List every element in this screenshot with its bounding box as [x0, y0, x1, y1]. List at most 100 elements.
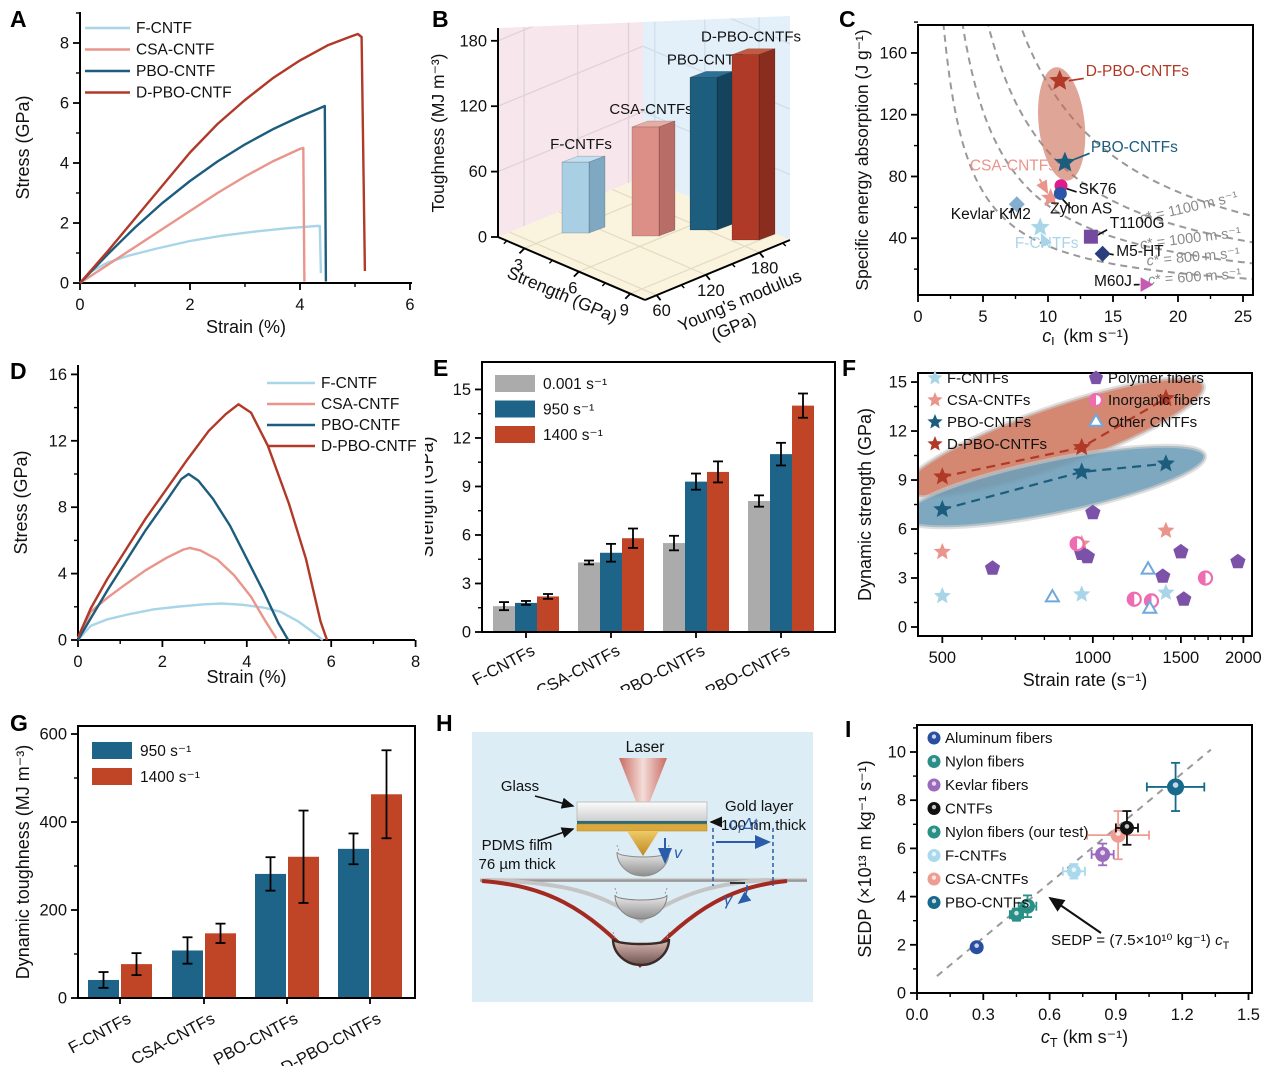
x-tick-label: 1.2	[1171, 1006, 1194, 1024]
z-tick-label: 0	[478, 229, 487, 247]
panel-letter-a: A	[10, 6, 27, 32]
x-tick-label: 4	[242, 653, 251, 671]
trend-ellipse	[918, 443, 1208, 530]
legend-label: 950 s⁻¹	[140, 743, 191, 760]
y-tick-label: 6	[898, 521, 907, 539]
bar-label: PBO-CNTFs	[667, 51, 751, 68]
y-tick-label: 4	[60, 155, 69, 173]
leader-line	[1061, 198, 1072, 209]
y-tick-label: 6	[60, 95, 69, 113]
x-tick-label: 0.0	[906, 1006, 929, 1024]
point-label: M60J	[1094, 273, 1132, 290]
curve-D-PBO-CNTF	[76, 403, 329, 641]
ablation-cone	[627, 831, 659, 856]
y-tick-label: 120	[879, 106, 907, 124]
x-tick-label: 4	[295, 296, 304, 314]
curve-PBO-CNTF	[79, 104, 328, 284]
curve-CSA-CNTF	[79, 146, 306, 285]
y-tick-label: 10	[888, 744, 906, 762]
bar-CSA-CNTFs	[578, 562, 600, 632]
modulus-tick-label: 60	[652, 302, 670, 320]
bar-PBO-CNTFs	[255, 873, 286, 998]
y-tick-label: 160	[879, 44, 907, 62]
y-axis-label: SEDP (×10¹³ m kg⁻¹ s⁻¹)	[855, 760, 875, 957]
y-tick-label: 9	[462, 478, 471, 496]
panel-f: 500 1000 1500 2000 0 3 6 9 12 15 Strain rate (s⁻¹)…	[838, 345, 1270, 690]
point-label: SK76	[1079, 181, 1117, 198]
panel-i: 0.0 0.3 0.6 0.9 1.2 1.5 0 2 4 6 8 10 cT (km s⁻¹) SEDP…	[838, 690, 1270, 1066]
z-tick-label: 180	[459, 32, 487, 50]
legend-label: PBO-CNTFs	[947, 414, 1031, 431]
point-label: Zylon AS	[1050, 201, 1112, 218]
panel-f-canvas: 500 1000 1500 2000 0 3 6 9 12 15 Strain rate (s⁻¹)…	[855, 370, 1262, 690]
bar3d-side	[588, 155, 606, 234]
star-marker	[1049, 69, 1071, 90]
bar-F-CNTFs	[88, 979, 119, 998]
leader-line	[1096, 229, 1108, 237]
x-axis-label: Strain (%)	[206, 317, 286, 337]
bar3d-front	[689, 77, 718, 231]
panel-h: Laser Glass Gold layer 100 nm thick PDMS fil…	[425, 690, 840, 1066]
star-marker	[933, 587, 951, 604]
legend-label: CSA-CNTFs	[945, 871, 1028, 888]
bar-F-CNTFs	[515, 602, 537, 632]
x-tick-label: 8	[411, 653, 420, 671]
point-label: D-PBO-CNTFs	[1086, 63, 1190, 80]
leader-line	[1068, 77, 1084, 82]
bar-D-PBO-CNTFs	[338, 848, 369, 998]
x-tick-label: 500	[929, 649, 957, 667]
panel-b: 0 60 120 180 3 6 9 60 120 180 Toughness (MJ m⁻³) St…	[420, 0, 845, 345]
y-tick-label: 600	[39, 726, 67, 744]
y-tick-label: 0	[58, 632, 67, 650]
pentagon-marker	[1176, 591, 1192, 606]
legend-label: CSA-CNTFs	[947, 392, 1030, 409]
legend-label: PBO-CNTF	[321, 417, 400, 434]
z-tick-label: 60	[469, 163, 487, 181]
legend-label: Inorganic fibers	[1108, 392, 1211, 409]
legend-label: F-CNTFs	[945, 848, 1007, 865]
y-tick-label: 0	[462, 624, 471, 642]
y-axis-label: Stress (GPa)	[13, 95, 33, 199]
bar-label: CSA-CNTFs	[609, 101, 692, 118]
legend-label: 1400 s⁻¹	[140, 769, 200, 786]
bar-CSA-CNTFs	[600, 552, 622, 632]
contour-curve	[942, 25, 1253, 281]
z-axis-label: Toughness (MJ m⁻³)	[428, 54, 448, 213]
circle-marker	[1053, 186, 1067, 200]
panel-letter-b: B	[432, 6, 449, 32]
gold-label: 100 nm thick	[721, 817, 807, 834]
panel-h-canvas: Laser Glass Gold layer 100 nm thick PDMS fil…	[472, 732, 813, 1002]
y-tick-label: 15	[889, 374, 907, 392]
point-label: M5-HT	[1116, 243, 1164, 260]
x-tick-label: 5	[978, 308, 987, 326]
ct-dt-label: cTΔt	[728, 816, 758, 836]
star-marker	[1054, 151, 1076, 172]
pdms-label: 76 µm thick	[479, 856, 556, 873]
y-tick-label: 80	[889, 168, 907, 186]
y-tick-label: 8	[897, 792, 906, 810]
star-marker	[1156, 388, 1175, 407]
point-label: T1100G	[1110, 215, 1165, 232]
velocity-label: v	[674, 845, 683, 862]
category-label: F-CNTFs	[470, 642, 538, 690]
y-tick-label: 15	[453, 381, 471, 399]
panel-letter-f: F	[842, 355, 857, 381]
bar-PBO-CNTFs	[663, 543, 685, 632]
leader-line	[1071, 152, 1090, 162]
tri-marker	[1087, 412, 1105, 427]
panel-letter-e: E	[433, 355, 449, 381]
legend-label: D-PBO-CNTFs	[947, 436, 1047, 453]
contour-curve	[961, 25, 1253, 265]
bar-CSA-CNTFs	[205, 933, 236, 998]
y-tick-label: 4	[58, 565, 67, 583]
bar-PBO-CNTFs	[685, 481, 707, 632]
star-marker	[1041, 188, 1061, 207]
legend-label: 1400 s⁻¹	[543, 427, 603, 444]
y-axis-label: Specific energy absorption (J g⁻¹)	[852, 29, 872, 290]
legend-label: F-CNTF	[321, 375, 377, 392]
panel-a-canvas: 0 2 4 6 0 2 4 6 8 Strain (%) Stress (GPa) F-CNTF CSA…	[13, 12, 415, 337]
legend-label: D-PBO-CNTF	[136, 85, 232, 102]
star-marker	[1030, 217, 1050, 236]
